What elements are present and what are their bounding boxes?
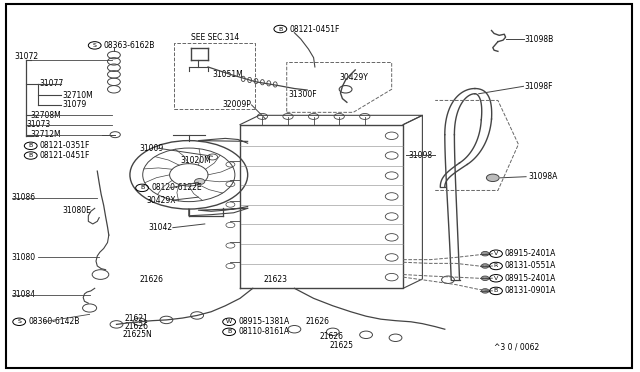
Text: 21623: 21623 [264,275,288,284]
Text: 31086: 31086 [12,193,36,202]
Text: 31098B: 31098B [525,35,554,44]
Text: 31098F: 31098F [525,82,554,91]
Text: B: B [29,143,33,148]
Text: 32708M: 32708M [31,111,61,120]
Text: 08363-6162B: 08363-6162B [103,41,154,50]
Circle shape [481,251,489,256]
Text: 31080E: 31080E [63,206,92,215]
Text: 08121-0351F: 08121-0351F [40,141,90,150]
Text: 08120-6122E: 08120-6122E [151,183,202,192]
Text: B: B [227,329,231,334]
Text: 31020M: 31020M [180,156,211,165]
Text: 32009P: 32009P [223,100,252,109]
Text: 31079: 31079 [63,100,87,109]
Text: 31072: 31072 [14,52,38,61]
Text: 31073: 31073 [27,120,51,129]
Text: 31051M: 31051M [212,70,243,79]
Text: 21621: 21621 [125,314,148,323]
Text: V: V [494,276,498,281]
Text: B: B [29,153,33,158]
Text: B: B [494,288,498,294]
Text: S: S [17,319,21,324]
Text: 21626: 21626 [306,317,330,326]
Text: 32710M: 32710M [63,91,93,100]
Text: 08131-0551A: 08131-0551A [505,262,556,270]
Text: B: B [278,26,282,32]
Text: 08110-8161A: 08110-8161A [238,327,289,336]
Circle shape [195,179,205,185]
Text: 21625N: 21625N [123,330,152,339]
Text: 08360-6142B: 08360-6142B [28,317,79,326]
Circle shape [481,264,489,268]
Text: R: R [494,263,498,269]
Text: 32712M: 32712M [30,130,61,139]
Text: 30429X: 30429X [146,196,175,205]
Text: S: S [93,43,97,48]
Text: 31084: 31084 [12,290,36,299]
Text: 08131-0901A: 08131-0901A [505,286,556,295]
Text: SEE SEC.314: SEE SEC.314 [191,33,239,42]
Text: 08915-2401A: 08915-2401A [505,249,556,258]
Circle shape [481,289,489,293]
Text: 31080: 31080 [12,253,36,262]
Text: 21626: 21626 [140,275,164,284]
Text: ^3 0 / 0062: ^3 0 / 0062 [494,342,540,351]
Text: 21626: 21626 [320,332,344,341]
Text: 31098: 31098 [408,151,433,160]
Text: 31077: 31077 [40,79,64,88]
Text: 21625: 21625 [330,341,354,350]
Circle shape [481,276,489,280]
Text: 31098A: 31098A [528,172,557,181]
Text: 08121-0451F: 08121-0451F [289,25,340,33]
Text: V: V [494,251,498,256]
Text: 31300F: 31300F [288,90,317,99]
Text: 31009: 31009 [140,144,164,153]
Text: 08915-1381A: 08915-1381A [238,317,289,326]
Text: 21626: 21626 [125,322,149,331]
Text: 30429Y: 30429Y [339,73,368,82]
Text: 08121-0451F: 08121-0451F [40,151,90,160]
Text: 31042: 31042 [148,223,173,232]
Text: W: W [226,319,232,324]
Circle shape [486,174,499,182]
Text: B: B [140,185,144,190]
Text: 08915-2401A: 08915-2401A [505,274,556,283]
